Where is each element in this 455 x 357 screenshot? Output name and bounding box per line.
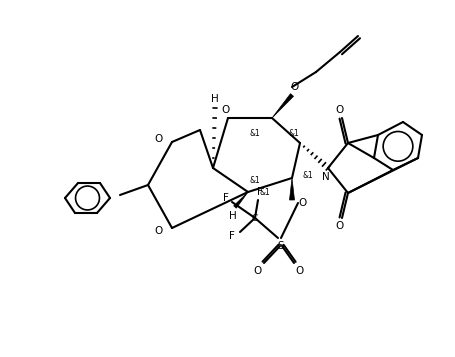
Text: C: C [251, 213, 258, 222]
Text: &1: &1 [259, 187, 270, 196]
Text: F: F [257, 187, 263, 197]
Text: &1: &1 [249, 129, 260, 137]
Text: O: O [295, 266, 303, 276]
Text: F: F [222, 193, 228, 203]
Text: &1: &1 [288, 129, 299, 137]
Text: O: O [335, 105, 344, 115]
Text: F: F [228, 231, 234, 241]
Polygon shape [271, 94, 293, 118]
Text: O: O [335, 221, 344, 231]
Text: H: H [211, 94, 218, 104]
Text: N: N [321, 172, 329, 182]
Text: H: H [228, 211, 236, 221]
Polygon shape [233, 192, 248, 208]
Text: S: S [277, 241, 283, 251]
Text: O: O [154, 226, 162, 236]
Text: &1: &1 [249, 176, 260, 185]
Text: O: O [290, 82, 298, 92]
Polygon shape [289, 178, 294, 200]
Text: &1: &1 [302, 171, 313, 180]
Text: O: O [298, 198, 306, 208]
Text: O: O [222, 105, 230, 115]
Text: O: O [154, 134, 162, 144]
Text: O: O [253, 266, 262, 276]
